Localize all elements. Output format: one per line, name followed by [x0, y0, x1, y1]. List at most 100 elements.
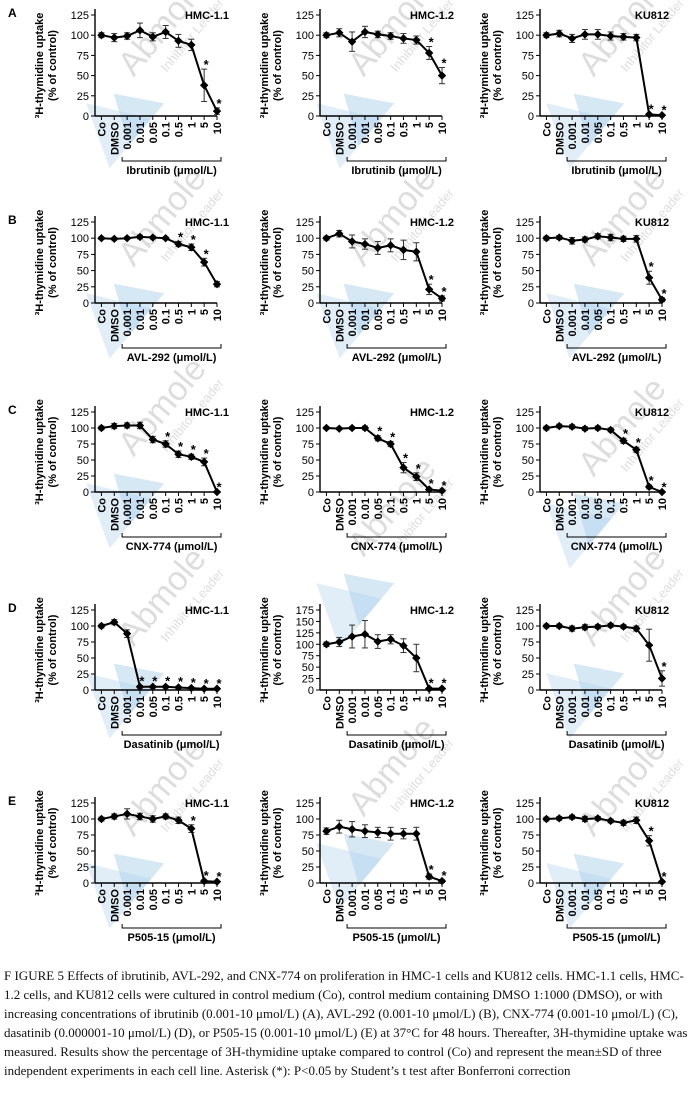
- y-tick-label: 50: [522, 653, 534, 665]
- significance-asterisk: *: [191, 442, 197, 457]
- x-tick-label: 10: [657, 309, 669, 321]
- watermark-shape: [113, 853, 165, 906]
- y-tick-label: 75: [522, 637, 534, 649]
- y-tick-label: 75: [302, 249, 314, 261]
- x-tick-label: Co: [541, 122, 553, 137]
- data-point: [606, 233, 615, 242]
- data-point: [174, 816, 183, 825]
- x-tick-label: 0.01: [135, 696, 147, 717]
- x-tick-label: 1: [186, 122, 198, 128]
- x-tick-label: 0.01: [580, 498, 592, 519]
- x-axis-label: AVL-292 (μmol/L): [572, 352, 662, 364]
- y-axis-label-line1: ³H-thymidine uptake: [479, 399, 491, 505]
- x-bracket: [346, 533, 447, 538]
- data-point: [593, 814, 602, 823]
- x-tick-label: 0.05: [373, 309, 385, 330]
- data-point: [632, 234, 641, 244]
- x-tick-label: 1: [186, 889, 198, 895]
- data-point: [606, 816, 615, 826]
- x-axis-label: P505-15 (μmol/L): [353, 932, 441, 944]
- x-tick-label: DMSO: [334, 696, 346, 729]
- x-tick-label: 0.001: [347, 498, 359, 526]
- data-point: [110, 33, 119, 42]
- data-point: [212, 106, 222, 116]
- watermark-shape: [343, 833, 395, 886]
- x-bracket: [121, 344, 222, 349]
- y-tick-label: 100: [296, 423, 314, 435]
- significance-asterisk: *: [441, 56, 447, 71]
- y-tick-label: 0: [528, 487, 534, 499]
- x-bracket: [346, 157, 447, 162]
- x-tick-label: 0.05: [148, 309, 160, 330]
- chart-panel-C-3: ³H-thymidine uptake (% of control) 0 25 50 75…: [479, 399, 669, 553]
- x-tick-label: 0.001: [122, 889, 134, 917]
- data-point: [644, 110, 654, 119]
- x-tick-label: Co: [96, 498, 108, 513]
- chart-title: HMC-1.2: [410, 798, 454, 810]
- data-point: [161, 439, 170, 449]
- x-tick-label: 5: [199, 309, 211, 315]
- data-point: [187, 243, 196, 252]
- series-line: [546, 816, 663, 883]
- significance-asterisk: *: [649, 824, 655, 839]
- x-tick-label: DMSO: [109, 889, 121, 922]
- x-tick-label: 0.001: [567, 498, 579, 526]
- x-tick-label: 0.001: [122, 122, 134, 150]
- x-bracket: [121, 731, 222, 736]
- y-axis-label-line2: (% of control): [272, 614, 284, 685]
- x-tick-label: 0.01: [360, 498, 372, 519]
- x-tick-label: 0.5: [398, 122, 410, 137]
- x-tick-label: DMSO: [109, 122, 121, 155]
- data-point: [322, 234, 331, 243]
- y-tick-label: 125: [71, 407, 89, 419]
- y-tick-label: 125: [516, 798, 534, 810]
- data-point: [437, 71, 447, 80]
- x-bracket: [346, 731, 447, 736]
- chart-panel-D-1: D ³H-thymidine uptake (% of control) 0 25 50 7…: [8, 597, 229, 751]
- y-tick-label: 100: [516, 233, 534, 245]
- chart-title: HMC-1.2: [410, 605, 454, 617]
- data-point: [412, 653, 421, 663]
- x-tick-label: 1: [411, 696, 423, 702]
- y-tick-label: 125: [71, 10, 89, 22]
- chart-panel-A-2: ³H-thymidine uptake (% of control) 0 25 50 75…: [259, 9, 454, 177]
- data-point: [593, 423, 602, 433]
- data-point: [122, 234, 132, 243]
- x-tick-label: 5: [199, 889, 211, 895]
- data-point: [174, 450, 183, 459]
- significance-asterisk: *: [661, 479, 667, 494]
- x-tick-label: 0.1: [386, 889, 398, 904]
- data-point: [424, 684, 434, 693]
- panel-letter: E: [8, 794, 16, 808]
- data-point: [322, 826, 331, 836]
- x-bracket: [566, 157, 667, 162]
- chart-title: KU812: [635, 407, 669, 419]
- data-point: [110, 812, 119, 821]
- x-tick-label: 0.5: [398, 889, 410, 904]
- data-point: [135, 812, 145, 821]
- y-tick-label: 25: [77, 282, 89, 294]
- data-point: [632, 816, 641, 825]
- x-tick-label: DMSO: [554, 309, 566, 342]
- data-point: [373, 30, 382, 39]
- data-point: [161, 682, 170, 691]
- y-tick-label: 0: [83, 685, 89, 697]
- x-tick-label: 0.5: [173, 309, 185, 324]
- data-point: [373, 637, 382, 646]
- data-point: [593, 30, 602, 39]
- x-tick-label: 0.05: [593, 309, 605, 330]
- data-point: [335, 229, 344, 238]
- watermark-shape: [316, 843, 382, 909]
- data-point: [212, 487, 222, 497]
- data-point: [161, 27, 170, 37]
- y-tick-label: 50: [522, 71, 534, 83]
- x-axis-label: P505-15 (μmol/L): [128, 932, 216, 944]
- y-tick-label: 0: [83, 878, 89, 890]
- x-tick-label: 0.001: [347, 309, 359, 337]
- x-tick-label: 0.1: [161, 309, 173, 324]
- chart-panel-B-1: B ³H-thymidine uptake (% of control) 0 25 50 7…: [8, 210, 229, 364]
- y-tick-label: 50: [77, 71, 89, 83]
- x-bracket: [566, 533, 667, 538]
- x-tick-label: 1: [411, 498, 423, 504]
